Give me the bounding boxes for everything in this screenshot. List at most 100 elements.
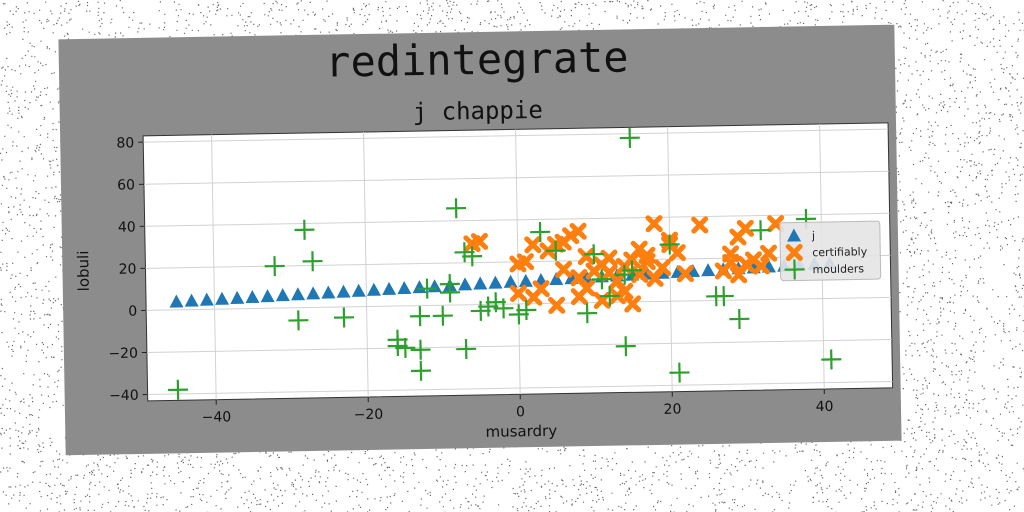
data-point (525, 288, 543, 306)
data-point (382, 281, 397, 296)
data-point (583, 244, 604, 265)
x-axis-label: musardry (485, 422, 557, 441)
y-tick-label: −40 (109, 388, 139, 405)
grid-line-y (143, 128, 889, 143)
data-point (456, 338, 477, 360)
data-point (351, 283, 366, 297)
legend-label: moulders (812, 262, 864, 276)
data-point (503, 274, 518, 288)
series-moulders (167, 127, 842, 400)
y-axis-label: lobuli (74, 250, 93, 291)
data-point (410, 360, 431, 381)
data-point (599, 285, 620, 307)
data-point (668, 244, 686, 262)
data-point (462, 246, 483, 267)
data-point (669, 362, 690, 383)
data-point (167, 379, 188, 400)
grid-line-y (143, 170, 889, 185)
data-point (736, 219, 755, 238)
data-point (676, 265, 694, 283)
legend-marker (784, 259, 805, 280)
data-point (291, 287, 306, 301)
data-point (230, 290, 245, 304)
data-point (638, 246, 656, 264)
x-tick-label: −40 (202, 409, 232, 426)
y-tick-label: 80 (116, 135, 134, 151)
x-tick-label: 40 (815, 399, 833, 415)
data-point (653, 259, 672, 277)
data-point (412, 280, 427, 294)
y-tick-label: 40 (118, 219, 136, 235)
data-point (570, 287, 588, 306)
data-point (549, 272, 564, 286)
y-tick-label: 60 (117, 177, 135, 193)
data-point (488, 275, 503, 289)
data-point (333, 307, 355, 328)
data-point (615, 336, 636, 357)
data-point (591, 269, 612, 290)
data-point (569, 222, 587, 240)
data-point (306, 286, 321, 300)
data-point (260, 289, 275, 303)
axis-ticks: −40 −20 0 20 40 −40 −20 0 20 40 60 80 (108, 135, 833, 426)
data-point (524, 236, 542, 254)
data-point (518, 273, 533, 287)
data-point (199, 292, 214, 306)
data-point (493, 298, 514, 319)
data-point (463, 235, 481, 253)
grid-line-y (144, 212, 890, 227)
data-point (288, 310, 309, 331)
data-point (336, 284, 351, 298)
data-point (645, 215, 663, 233)
y-tick-label: −20 (108, 346, 138, 363)
data-point (439, 282, 461, 303)
data-point (624, 295, 642, 313)
data-point (302, 251, 323, 272)
data-point (722, 245, 740, 263)
data-point (750, 220, 771, 241)
y-tick-label: 0 (128, 304, 137, 320)
legend-box (779, 220, 882, 282)
grid-line-y (146, 338, 892, 353)
data-point (600, 249, 618, 267)
x-tick-label: 0 (516, 404, 525, 420)
data-point (509, 284, 528, 302)
legend-label: certifiably (812, 245, 868, 259)
data-point (245, 289, 260, 304)
data-point (264, 256, 285, 277)
data-point (691, 216, 709, 234)
chart-figure: redintegrate j chappie −40 −20 0 20 40 −40 −20… (58, 24, 902, 456)
series-certifiably (463, 215, 785, 314)
data-point (215, 291, 230, 305)
data-point (622, 260, 643, 281)
legend-marker (785, 243, 803, 262)
data-point (458, 277, 473, 291)
grid-line-y (147, 381, 893, 396)
legend-marker (787, 228, 802, 242)
data-point (577, 303, 598, 324)
data-point (395, 337, 416, 358)
data-point (752, 257, 770, 275)
y-tick-label: 20 (118, 262, 136, 278)
data-point (760, 244, 778, 262)
data-point (409, 306, 431, 327)
data-point (548, 296, 566, 314)
x-tick-label: −20 (354, 407, 384, 424)
data-point (686, 263, 701, 278)
data-point (275, 288, 290, 302)
data-point (516, 300, 537, 321)
data-point (729, 308, 750, 329)
data-point (545, 240, 566, 261)
legend: j certifiably moulders (779, 220, 882, 282)
data-point (821, 349, 842, 370)
grid-line-y (146, 296, 892, 311)
data-point (184, 293, 199, 307)
data-point (555, 260, 573, 279)
data-point (701, 263, 716, 277)
data-point (169, 294, 184, 308)
data-point (410, 339, 431, 360)
chart-subtitle: j chappie (412, 96, 543, 126)
data-marks (167, 127, 842, 400)
data-point (367, 282, 382, 296)
data-point (321, 285, 336, 299)
